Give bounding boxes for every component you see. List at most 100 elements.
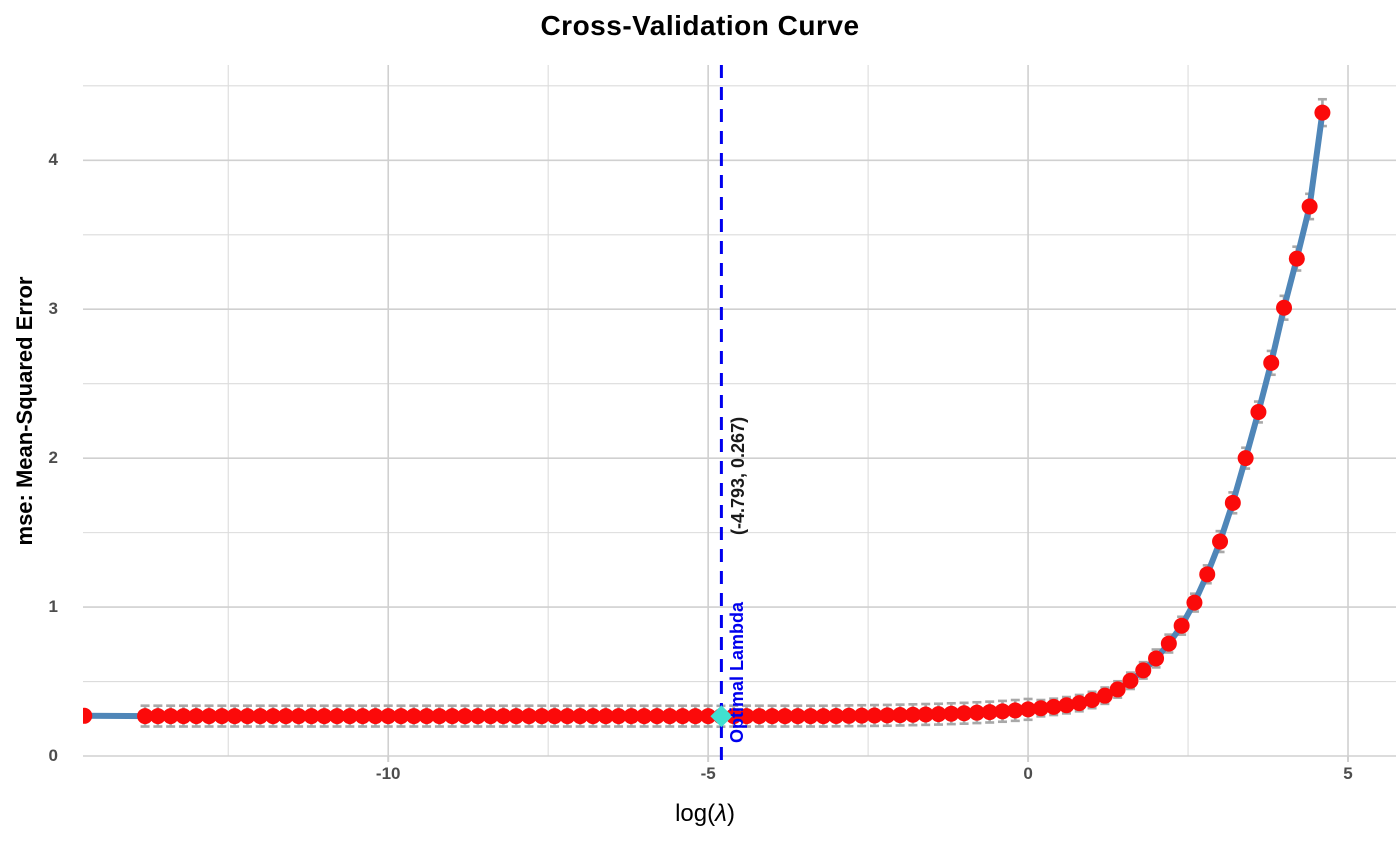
- optimal-coords-label: (-4.793, 0.267): [728, 416, 749, 535]
- cv-point: [648, 708, 665, 725]
- cv-point: [1301, 198, 1318, 215]
- cv-point: [1199, 566, 1216, 583]
- cv-point: [456, 708, 473, 725]
- cv-point: [610, 708, 627, 725]
- cv-point: [904, 706, 921, 723]
- cv-point: [674, 708, 691, 725]
- cv-point: [956, 705, 973, 722]
- cv-point: [252, 708, 269, 725]
- cv-point: [597, 708, 614, 725]
- cv-point: [559, 708, 576, 725]
- cv-point: [303, 708, 320, 725]
- cv-point: [981, 704, 998, 721]
- cv-point: [879, 707, 896, 724]
- cv-point: [188, 708, 205, 725]
- cv-point: [840, 707, 857, 724]
- cv-point: [239, 708, 256, 725]
- cv-point: [776, 708, 793, 725]
- x-tick-label: 5: [1343, 764, 1353, 783]
- cv-point: [738, 708, 755, 725]
- cv-point: [1135, 662, 1152, 679]
- cv-point: [546, 708, 563, 725]
- cv-point: [1032, 700, 1049, 717]
- cv-point: [1250, 403, 1267, 420]
- cv-curve-line: [83, 109, 1326, 720]
- chart-title: Cross-Validation Curve: [540, 10, 860, 41]
- cv-point: [367, 708, 384, 725]
- optimal-marker-diamond: [710, 705, 733, 728]
- cv-point: [994, 703, 1011, 720]
- cv-point: [1224, 494, 1241, 511]
- cv-point: [828, 707, 845, 724]
- cv-point: [725, 708, 742, 725]
- cv-point: [1071, 695, 1088, 712]
- cv-point: [1173, 617, 1190, 634]
- cv-point: [636, 708, 653, 725]
- cv-point: [290, 708, 307, 725]
- cv-point: [277, 708, 294, 725]
- cv-point: [1276, 299, 1293, 316]
- cv-point: [226, 708, 243, 725]
- cv-point: [1122, 672, 1139, 689]
- cv-point: [444, 708, 461, 725]
- cv-point: [1160, 635, 1177, 652]
- cv-point: [700, 708, 717, 725]
- cv-point: [316, 708, 333, 725]
- cv-point: [329, 708, 346, 725]
- cv-point: [1148, 650, 1165, 667]
- cv-point: [431, 708, 448, 725]
- cv-point: [1186, 594, 1203, 611]
- cv-point: [1288, 250, 1305, 267]
- cv-point: [1237, 450, 1254, 467]
- cv-point: [418, 708, 435, 725]
- optimal-lambda-label: Optimal Lambda: [727, 601, 748, 743]
- y-tick-label: 2: [48, 448, 58, 468]
- cv-point: [1263, 354, 1280, 371]
- y-tick-label: 1: [48, 597, 58, 617]
- cv-point: [520, 708, 537, 725]
- cv-point: [1058, 697, 1075, 714]
- cv-point: [1007, 702, 1024, 719]
- cv-point: [892, 707, 909, 724]
- cv-point: [354, 708, 371, 725]
- cv-point: [764, 708, 781, 725]
- cv-point: [968, 704, 985, 721]
- cv-point: [341, 708, 358, 725]
- y-tick-label: 0: [48, 746, 58, 765]
- cv-point: [930, 706, 947, 723]
- cv-point: [943, 705, 960, 722]
- cv-point: [405, 708, 422, 725]
- cv-point: [380, 708, 397, 725]
- cv-point: [393, 708, 410, 725]
- cv-point: [687, 708, 704, 725]
- cv-point: [1212, 533, 1229, 550]
- x-axis-label-text: log(λ): [675, 800, 735, 827]
- cv-point: [265, 708, 282, 725]
- cv-point: [1045, 698, 1062, 715]
- x-tick-label: -5: [700, 764, 716, 783]
- cv-point: [162, 708, 179, 725]
- cv-point: [623, 708, 640, 725]
- y-tick-label: 4: [48, 150, 58, 170]
- cv-point: [175, 708, 192, 725]
- plot-panel: [83, 65, 1396, 764]
- cv-point: [1109, 681, 1126, 698]
- cv-point: [917, 706, 934, 723]
- x-axis-label: log(λ): [0, 800, 1400, 828]
- cv-point: [533, 708, 550, 725]
- cv-point: [1020, 701, 1037, 718]
- cv-point: [469, 708, 486, 725]
- cv-point: [482, 708, 499, 725]
- cv-point: [137, 708, 154, 725]
- cv-point: [661, 708, 678, 725]
- cv-point: [789, 708, 806, 725]
- cv-point: [802, 708, 819, 725]
- x-tick-label: 0: [1023, 764, 1033, 783]
- cv-point: [853, 707, 870, 724]
- cv-point: [1096, 687, 1113, 704]
- cv-point: [1314, 104, 1331, 121]
- cv-point: [866, 707, 883, 724]
- cv-point: [751, 708, 768, 725]
- cv-point: [83, 707, 93, 724]
